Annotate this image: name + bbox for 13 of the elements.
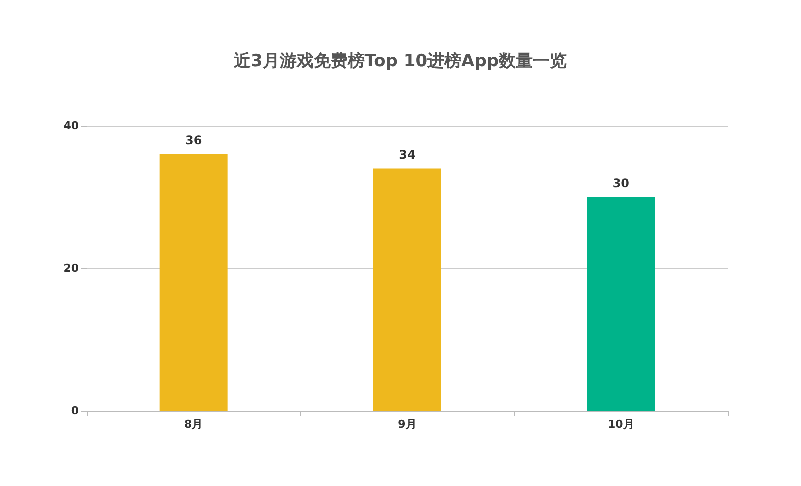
data-label: 34 <box>399 148 416 162</box>
data-label: 30 <box>612 176 630 190</box>
bar <box>160 154 228 411</box>
y-tick-label: 20 <box>64 262 80 275</box>
chart-title: 近3月游戏免费榜Top 10进榜App数量一览 <box>232 52 568 72</box>
bar <box>587 197 656 411</box>
y-tick-label: 0 <box>71 404 80 418</box>
y-tick-label: 40 <box>64 120 80 132</box>
bar <box>374 168 442 411</box>
x-tick-label: 9月 <box>398 418 417 431</box>
x-tick-label: 8月 <box>184 418 204 431</box>
x-tick-label: 10月 <box>608 418 634 431</box>
data-label: 36 <box>185 134 202 148</box>
